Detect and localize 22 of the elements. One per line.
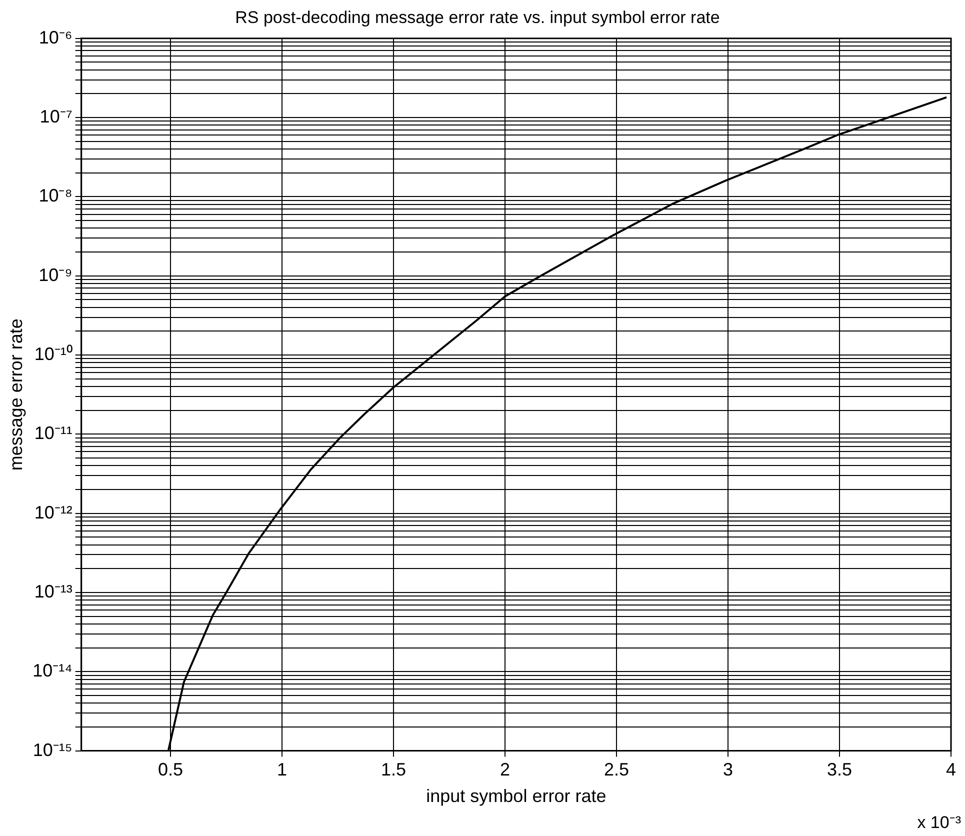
- y-tick-label: 10⁻¹⁵: [32, 740, 72, 760]
- x-axis-title: input symbol error rate: [426, 786, 606, 806]
- y-tick-label: 10⁻⁷: [40, 106, 72, 127]
- x-tick-label: 2.5: [604, 760, 630, 780]
- x-tick-label: 3: [723, 760, 734, 780]
- x-tick-label: 4: [946, 760, 956, 780]
- y-tick-label: 10⁻¹²: [34, 502, 72, 522]
- x-tick-label: 1.5: [381, 760, 406, 780]
- y-tick-label: 10⁻⁹: [38, 264, 72, 285]
- x-tick-label: 2: [500, 760, 510, 780]
- y-axis-title: message error rate: [6, 318, 26, 471]
- x-tick-label: 3.5: [826, 760, 852, 780]
- y-tick-label: 10⁻⁸: [38, 186, 72, 206]
- y-tick-label: 10⁻⁶: [38, 27, 72, 48]
- y-tick-label: 10⁻¹⁴: [32, 660, 72, 681]
- y-tick-label: 10⁻¹³: [34, 581, 72, 602]
- text: x 10⁻³: [917, 813, 962, 832]
- y-tick-label: 10⁻¹¹: [34, 423, 72, 444]
- chart-title: RS post-decoding message error rate vs. input symbol error rate: [235, 8, 720, 27]
- y-tick-label: 10⁻¹⁰: [34, 344, 72, 364]
- x-tick-label: 1: [277, 760, 288, 780]
- x-tick-label: 0.5: [158, 760, 184, 780]
